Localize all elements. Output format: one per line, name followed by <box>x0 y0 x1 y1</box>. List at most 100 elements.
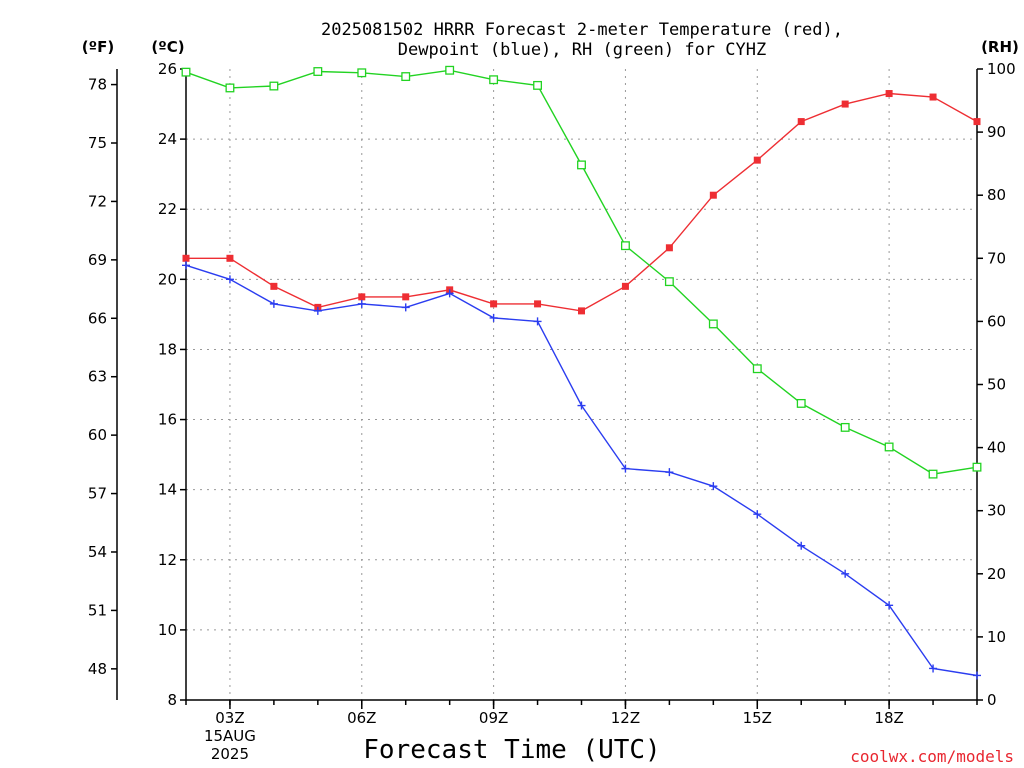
celsius-tick-label: 16 <box>158 411 177 429</box>
dewpoint-point <box>269 299 278 308</box>
dewpoint-point <box>577 401 586 410</box>
time-tick-label: 03Z <box>215 709 244 727</box>
time-tick-label: 06Z <box>347 709 376 727</box>
temperature-series <box>182 90 981 315</box>
time-tick-year: 2025 <box>211 745 249 763</box>
temperature-point <box>182 254 190 262</box>
dewpoint-point <box>225 275 234 284</box>
dewpoint-point <box>533 317 542 326</box>
chart-title-line1: 2025081502 HRRR Forecast 2-meter Tempera… <box>321 20 843 40</box>
rh-axis-ticks: 0 10 20 30 40 50 60 70 80 90 100 <box>977 60 1016 709</box>
rh-tick-label: 80 <box>987 186 1006 204</box>
rh-point <box>181 67 191 77</box>
rh-point <box>401 72 411 82</box>
celsius-tick-label: 10 <box>158 621 177 639</box>
dewpoint-point <box>929 664 938 673</box>
dewpoint-point <box>973 671 981 680</box>
dewpoint-point <box>489 313 498 322</box>
rh-tick-label: 60 <box>987 312 1006 330</box>
celsius-tick-label: 24 <box>158 130 177 148</box>
rh-tick-label: 90 <box>987 123 1006 141</box>
data-series <box>181 65 982 680</box>
axes <box>116 69 978 701</box>
temperature-point <box>226 254 234 262</box>
rh-point <box>269 81 279 91</box>
fahrenheit-tick-label: 69 <box>88 251 107 269</box>
fahrenheit-tick-label: 48 <box>88 660 107 678</box>
dewpoint-point <box>621 464 630 473</box>
dewpoint-point <box>401 303 410 312</box>
rh-tick-label: 30 <box>987 502 1006 520</box>
rh-point <box>840 422 850 432</box>
temperature-point <box>973 118 981 126</box>
fahrenheit-tick-label: 57 <box>88 485 107 503</box>
source-credit: coolwx.com/models <box>850 747 1014 766</box>
temperature-point <box>665 244 673 252</box>
rh-point <box>357 68 367 78</box>
dewpoint-point <box>445 289 454 298</box>
rh-tick-label: 70 <box>987 249 1006 267</box>
temperature-point <box>885 90 893 98</box>
celsius-axis-ticks: 8 10 12 14 16 18 20 22 24 26 <box>158 60 186 709</box>
temperature-point <box>709 191 717 199</box>
fahrenheit-tick-label: 72 <box>88 192 107 210</box>
celsius-tick-label: 14 <box>158 481 177 499</box>
temperature-point <box>841 100 849 108</box>
gridlines <box>186 69 977 700</box>
rh-series <box>181 65 982 479</box>
temperature-point <box>753 156 761 164</box>
temperature-point <box>270 282 278 290</box>
time-tick-label: 12Z <box>611 709 640 727</box>
rh-tick-label: 0 <box>987 691 997 709</box>
dewpoint-point <box>665 468 674 477</box>
rh-tick-label: 50 <box>987 376 1006 394</box>
fahrenheit-tick-label: 54 <box>88 543 107 561</box>
temperature-point <box>797 118 805 126</box>
dewpoint-point <box>313 306 322 315</box>
temperature-point <box>402 293 410 301</box>
dewpoint-point <box>885 601 894 610</box>
rh-point <box>577 160 586 170</box>
temperature-point <box>621 282 629 290</box>
fahrenheit-tick-label: 66 <box>88 309 107 327</box>
x-axis-title: Forecast Time (UTC) <box>363 735 660 765</box>
rh-point <box>796 398 806 408</box>
rh-point <box>225 83 235 93</box>
temperature-point <box>490 300 498 308</box>
time-tick-label: 18Z <box>874 709 903 727</box>
rh-point <box>313 67 323 76</box>
chart-title-line2: Dewpoint (blue), RH (green) for CYHZ <box>398 40 766 60</box>
fahrenheit-tick-label: 75 <box>88 134 107 152</box>
celsius-tick-label: 12 <box>158 551 177 569</box>
rh-point <box>489 75 499 85</box>
temperature-point <box>578 307 585 315</box>
rh-tick-label: 20 <box>987 565 1006 583</box>
dewpoint-series <box>182 261 981 680</box>
rh-point <box>972 462 982 472</box>
celsius-tick-label: 8 <box>167 691 177 709</box>
fahrenheit-tick-label: 78 <box>88 76 107 94</box>
time-tick-date: 15AUG <box>204 727 256 745</box>
rh-tick-label: 40 <box>987 439 1006 457</box>
dewpoint-line <box>185 264 978 677</box>
rh-line <box>185 69 978 475</box>
temperature-point <box>358 293 366 301</box>
rh-unit-label: (RH) <box>981 38 1019 56</box>
dewpoint-point <box>797 541 806 550</box>
temperature-line <box>186 92 978 312</box>
temperature-point <box>929 93 937 101</box>
dewpoint-point <box>841 569 850 578</box>
rh-point <box>664 277 674 287</box>
rh-point <box>445 65 455 75</box>
time-tick-label: 15Z <box>743 709 772 727</box>
celsius-tick-label: 26 <box>158 60 177 78</box>
fahrenheit-tick-label: 60 <box>88 426 107 444</box>
celsius-unit-label: (ºC) <box>151 38 184 56</box>
rh-point <box>708 319 718 329</box>
fahrenheit-tick-label: 63 <box>88 368 107 386</box>
dewpoint-point <box>753 510 762 519</box>
chart-title: 2025081502 HRRR Forecast 2-meter Tempera… <box>321 20 843 60</box>
dewpoint-point <box>357 299 366 308</box>
